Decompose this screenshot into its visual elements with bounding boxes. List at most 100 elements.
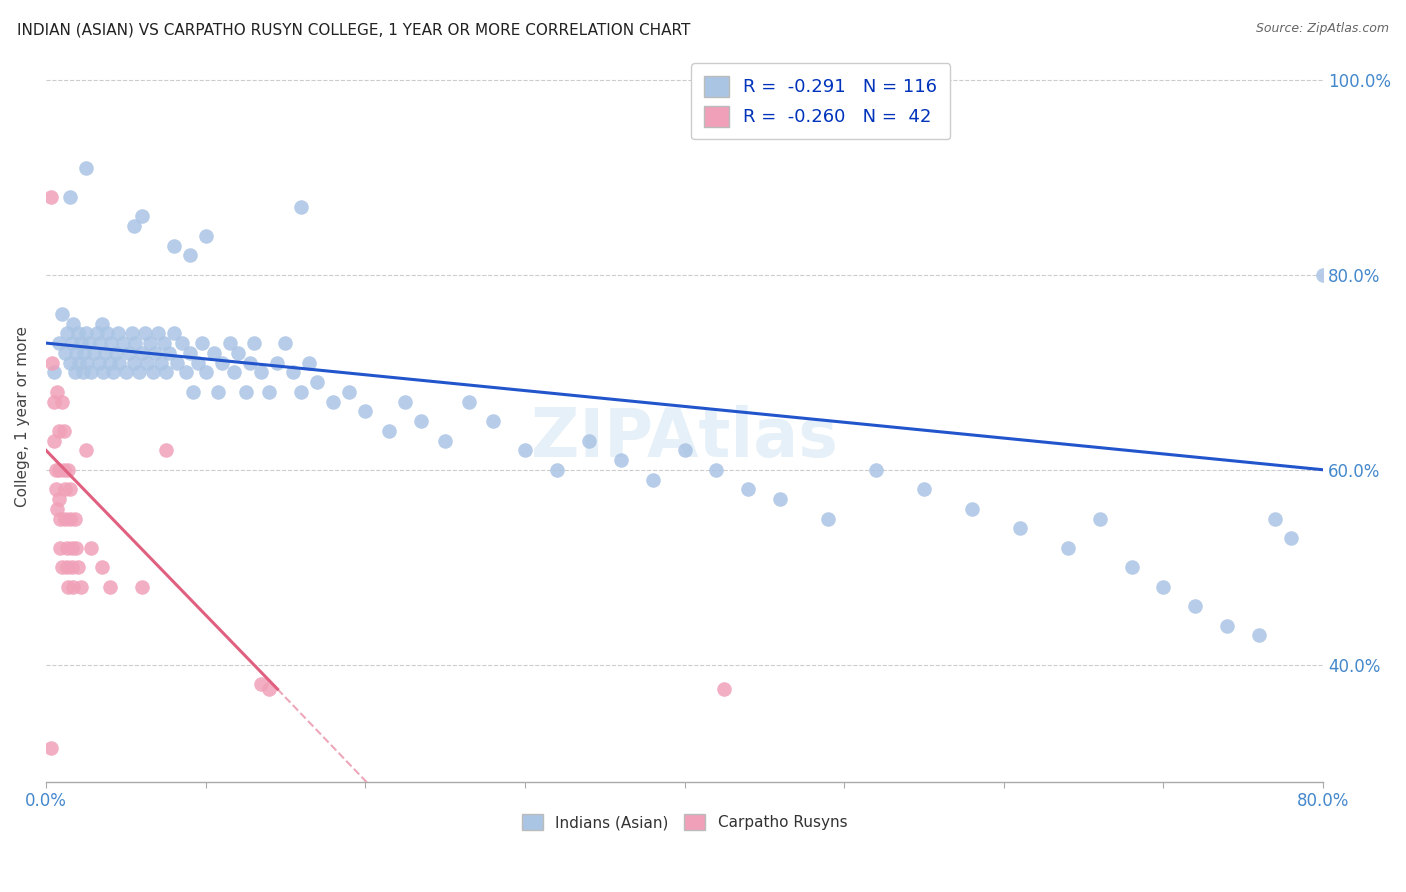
Point: [93, 365, 115, 379]
Point: [59, 511, 82, 525]
Point: [322, 394, 344, 409]
Point: [101, 365, 124, 379]
Point: [250, 677, 273, 691]
Point: [108, 355, 131, 369]
Point: [1264, 511, 1286, 525]
Point: [53, 346, 76, 360]
Point: [163, 326, 186, 341]
Point: [259, 384, 281, 399]
Point: [49, 541, 72, 555]
Point: [51, 560, 73, 574]
Point: [52, 424, 75, 438]
Point: [121, 326, 143, 341]
Point: [46, 501, 69, 516]
Point: [458, 394, 481, 409]
Point: [42, 365, 65, 379]
Point: [87, 355, 110, 369]
Point: [139, 336, 162, 351]
Point: [73, 346, 96, 360]
Point: [1153, 580, 1175, 594]
Point: [79, 541, 101, 555]
Point: [39, 740, 62, 755]
Point: [155, 443, 177, 458]
Point: [63, 511, 86, 525]
Point: [94, 346, 117, 360]
Point: [66, 326, 89, 341]
Y-axis label: College, 1 year or more: College, 1 year or more: [15, 326, 30, 507]
Point: [122, 219, 145, 233]
Point: [98, 355, 121, 369]
Point: [218, 336, 240, 351]
Point: [513, 443, 536, 458]
Point: [114, 365, 136, 379]
Point: [53, 483, 76, 497]
Point: [283, 365, 305, 379]
Point: [153, 336, 176, 351]
Point: [179, 248, 201, 262]
Point: [960, 501, 983, 516]
Point: [191, 336, 214, 351]
Point: [122, 355, 145, 369]
Point: [211, 355, 233, 369]
Point: [242, 336, 264, 351]
Point: [107, 326, 129, 341]
Point: [146, 326, 169, 341]
Point: [1216, 618, 1239, 632]
Point: [69, 355, 91, 369]
Point: [90, 560, 112, 574]
Point: [250, 365, 273, 379]
Point: [45, 483, 67, 497]
Text: INDIAN (ASIAN) VS CARPATHO RUSYN COLLEGE, 1 YEAR OR MORE CORRELATION CHART: INDIAN (ASIAN) VS CARPATHO RUSYN COLLEGE…: [17, 22, 690, 37]
Text: ZIPAtlas: ZIPAtlas: [531, 405, 838, 471]
Point: [239, 355, 262, 369]
Point: [266, 355, 288, 369]
Point: [118, 346, 141, 360]
Point: [769, 491, 792, 506]
Point: [179, 346, 201, 360]
Point: [1121, 560, 1143, 574]
Point: [163, 238, 186, 252]
Point: [259, 681, 281, 696]
Point: [166, 355, 188, 369]
Point: [157, 346, 180, 360]
Point: [202, 346, 225, 360]
Point: [39, 190, 62, 204]
Point: [90, 317, 112, 331]
Point: [912, 483, 935, 497]
Point: [55, 560, 77, 574]
Point: [60, 560, 83, 574]
Point: [170, 336, 193, 351]
Point: [817, 511, 839, 525]
Point: [1008, 521, 1031, 535]
Point: [59, 190, 82, 204]
Point: [60, 541, 83, 555]
Point: [142, 365, 165, 379]
Point: [290, 200, 312, 214]
Point: [49, 511, 72, 525]
Point: [66, 560, 89, 574]
Point: [75, 326, 97, 341]
Point: [59, 355, 82, 369]
Point: [42, 434, 65, 448]
Point: [609, 453, 631, 467]
Point: [59, 483, 82, 497]
Point: [83, 346, 105, 360]
Point: [48, 336, 70, 351]
Point: [1249, 628, 1271, 642]
Point: [298, 355, 321, 369]
Point: [290, 384, 312, 399]
Point: [207, 384, 229, 399]
Point: [578, 434, 600, 448]
Point: [63, 365, 86, 379]
Point: [55, 541, 77, 555]
Point: [1344, 277, 1367, 292]
Point: [224, 365, 246, 379]
Point: [65, 346, 87, 360]
Point: [41, 355, 63, 369]
Point: [337, 384, 360, 399]
Point: [641, 473, 664, 487]
Point: [274, 336, 297, 351]
Point: [546, 463, 568, 477]
Point: [131, 346, 153, 360]
Point: [89, 336, 111, 351]
